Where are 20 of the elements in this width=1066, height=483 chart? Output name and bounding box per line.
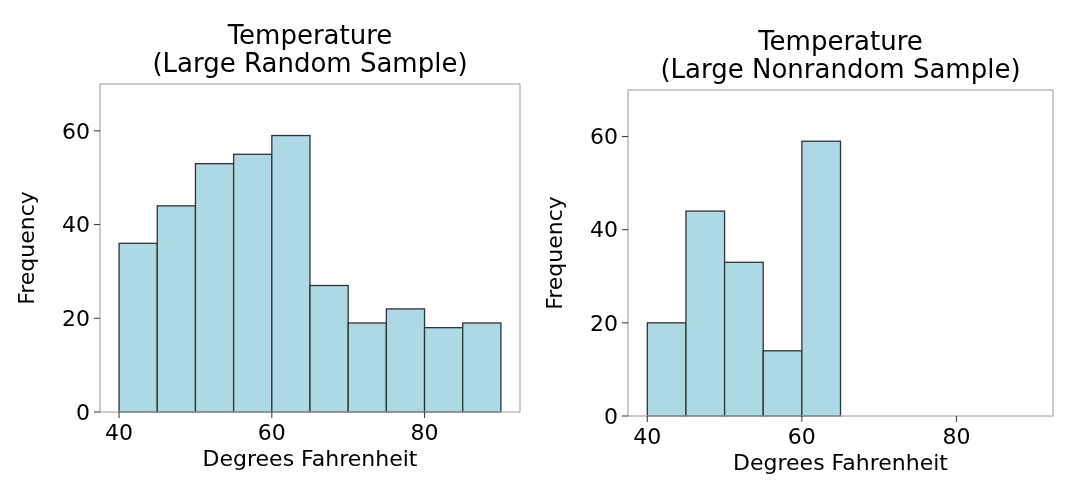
y-tick-label: 40: [62, 212, 90, 238]
chart-title: Temperature (Large Random Sample): [152, 20, 468, 78]
x-tick-label: 40: [633, 424, 662, 449]
x-axis-title: Degrees Fahrenheit: [202, 446, 418, 471]
y-tick-label: 0: [604, 403, 618, 429]
x-tick-label: 80: [942, 424, 971, 449]
x-axis-title: Degrees Fahrenheit: [733, 450, 949, 475]
y-tick-label: 20: [590, 310, 618, 336]
x-tick-label: 60: [257, 420, 286, 445]
x-tick-label: 80: [410, 420, 439, 445]
y-tick-label: 0: [76, 399, 90, 425]
y-tick-label: 60: [62, 118, 90, 144]
y-tick-label: 40: [590, 217, 618, 243]
y-tick-label: 20: [62, 305, 90, 331]
y-axis-title: Frequency: [14, 191, 39, 305]
y-tick-label: 60: [590, 124, 618, 150]
x-tick-label: 60: [787, 424, 816, 449]
y-axis-title: Frequency: [542, 196, 567, 310]
x-tick-label: 40: [105, 420, 134, 445]
chart-title: Temperature (Large Nonrandom Sample): [660, 26, 1021, 84]
